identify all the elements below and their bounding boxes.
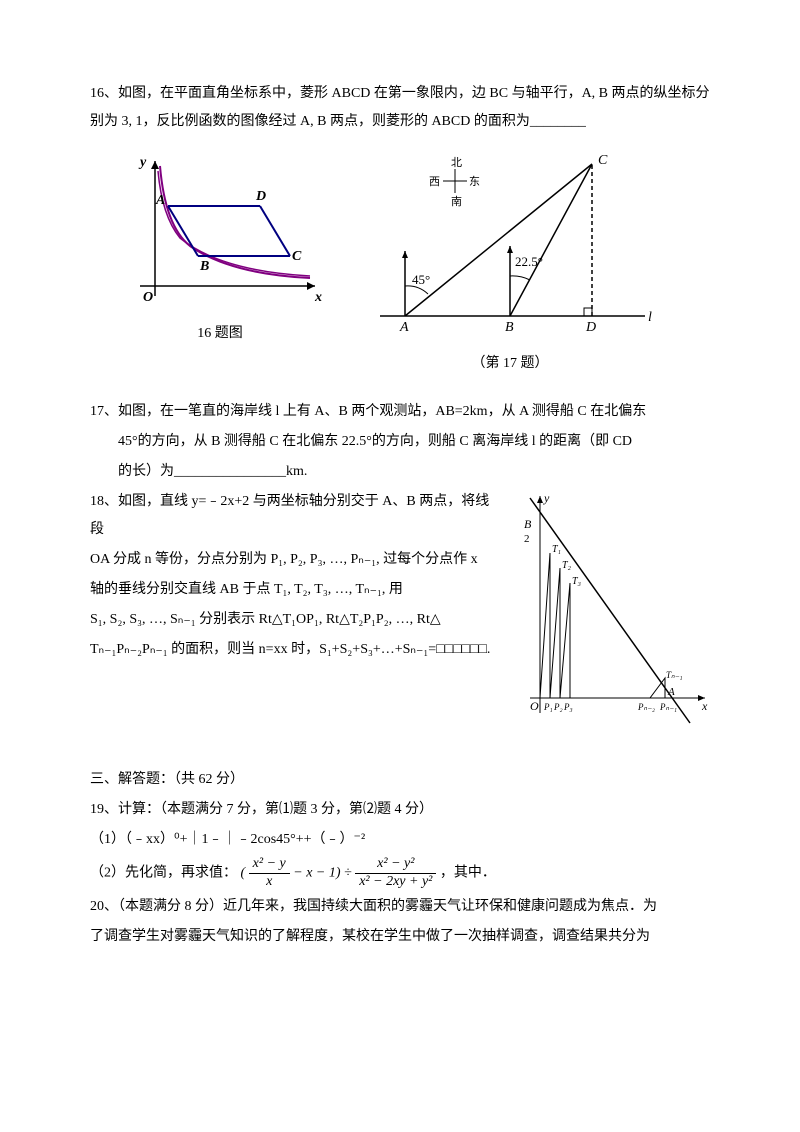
q18-block: y x O B 2 A T₁ T₂ T₃ Tₙ₋₁ P₁ P₂ P₃ Pₙ₋₂ … [90,488,710,738]
svg-text:P₃: P₃ [563,702,573,712]
svg-text:南: 南 [451,195,462,208]
fig17-caption: （第 17 题） [472,350,549,378]
q19-frac2: x² − y² x² − 2xy + y² [355,856,436,891]
svg-text:l: l [648,310,652,325]
svg-text:T₂: T₂ [562,560,572,571]
svg-text:x: x [701,699,708,713]
svg-text:西: 西 [429,176,440,188]
q19-p2-b: ，其中． [440,866,496,881]
q19-expr: ( [241,866,246,881]
q17-line2: 45°的方向，从 B 测得船 C 在北偏东 22.5°的方向，则船 C 离海岸线… [90,428,710,456]
svg-text:D: D [585,320,596,335]
svg-text:45°: 45° [412,272,430,287]
q17-line1: 17、如图，在一笔直的海岸线 l 上有 A、B 两个观测站，AB=2km，从 A… [90,398,710,426]
q20-l2: 了调查学生对雾霾天气知识的了解程度，某校在学生中做了一次抽样调查，调查结果共分为 [90,923,710,951]
q16-text: 16、如图，在平面直角坐标系中，菱形 ABCD 在第一象限内，边 BC 与轴平行… [90,80,710,136]
svg-text:O: O [143,290,153,305]
q19-p2-a: （2）先化简，再求值： [90,866,237,881]
q19-p2: （2）先化简，再求值： ( x² − y x − x − 1) ÷ x² − y… [90,856,710,891]
fig17-svg: 北 东 南 西 l A B D C [360,146,660,346]
svg-text:C: C [292,249,302,264]
svg-text:A: A [155,193,165,208]
svg-text:北: 北 [451,156,462,169]
svg-text:东: 东 [469,175,480,188]
svg-text:x: x [314,290,322,305]
svg-text:T₃: T₃ [572,576,582,587]
svg-text:22.5°: 22.5° [515,254,543,269]
fig16-svg: x y O A D B C [110,146,330,316]
q19-p1: （1）（﹣xx）⁰+｜1﹣｜﹣2cos45°++（﹣）⁻² [90,826,710,854]
svg-text:B: B [199,259,209,274]
svg-text:O: O [530,699,539,713]
svg-text:B: B [524,517,532,531]
svg-text:Tₙ₋₁: Tₙ₋₁ [666,670,682,680]
svg-text:T₁: T₁ [552,544,561,555]
svg-text:P₂: P₂ [553,702,563,712]
figure-row-16-17: x y O A D B C 16 题图 北 东 南 [110,146,710,378]
sec3-head: 三、解答题：（共 62 分） [90,766,710,794]
svg-text:D: D [255,189,266,204]
svg-text:A: A [399,320,409,335]
fig16-caption: 16 题图 [197,320,243,348]
q19-head: 19、计算：（本题满分 7 分，第⑴题 3 分，第⑵题 4 分） [90,796,710,824]
fig17: 北 东 南 西 l A B D C [360,146,660,378]
svg-text:P₁: P₁ [543,702,553,712]
q17-line3: 的长）为________________km. [90,458,710,486]
svg-text:A: A [667,686,675,698]
svg-text:B: B [505,320,514,335]
svg-text:y: y [543,491,550,505]
q20-l1: 20、（本题满分 8 分）近几年来，我国持续大面积的雾霾天气让环保和健康问题成为… [90,893,710,921]
q19-frac1: x² − y x [249,856,290,891]
svg-text:Pₙ₋₂: Pₙ₋₂ [637,702,655,712]
q19-mid: − x − 1) ÷ [293,866,351,881]
fig18-svg: y x O B 2 A T₁ T₂ T₃ Tₙ₋₁ P₁ P₂ P₃ Pₙ₋₂ … [510,488,710,738]
svg-text:Pₙ₋₁: Pₙ₋₁ [659,702,677,712]
fig16: x y O A D B C 16 题图 [110,146,330,348]
svg-text:2: 2 [524,533,530,545]
svg-text:C: C [598,153,608,168]
svg-text:y: y [138,155,147,170]
